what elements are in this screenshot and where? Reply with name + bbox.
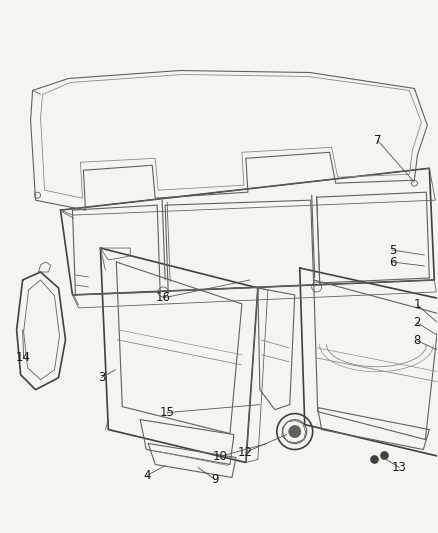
Text: 8: 8	[413, 334, 421, 348]
Text: 5: 5	[389, 244, 396, 256]
Text: 13: 13	[392, 461, 407, 474]
Text: 7: 7	[374, 134, 381, 147]
Circle shape	[289, 425, 301, 438]
Text: 6: 6	[389, 255, 396, 269]
Text: 15: 15	[160, 406, 175, 419]
Text: 3: 3	[98, 371, 105, 384]
Text: 10: 10	[212, 450, 227, 463]
Circle shape	[381, 452, 388, 459]
Text: 1: 1	[413, 298, 421, 311]
Text: 2: 2	[413, 317, 421, 329]
Circle shape	[371, 456, 378, 463]
Text: 16: 16	[155, 292, 171, 304]
Text: 9: 9	[211, 473, 219, 486]
Text: 4: 4	[144, 469, 151, 482]
Text: 14: 14	[16, 351, 31, 364]
Text: 12: 12	[237, 446, 252, 459]
